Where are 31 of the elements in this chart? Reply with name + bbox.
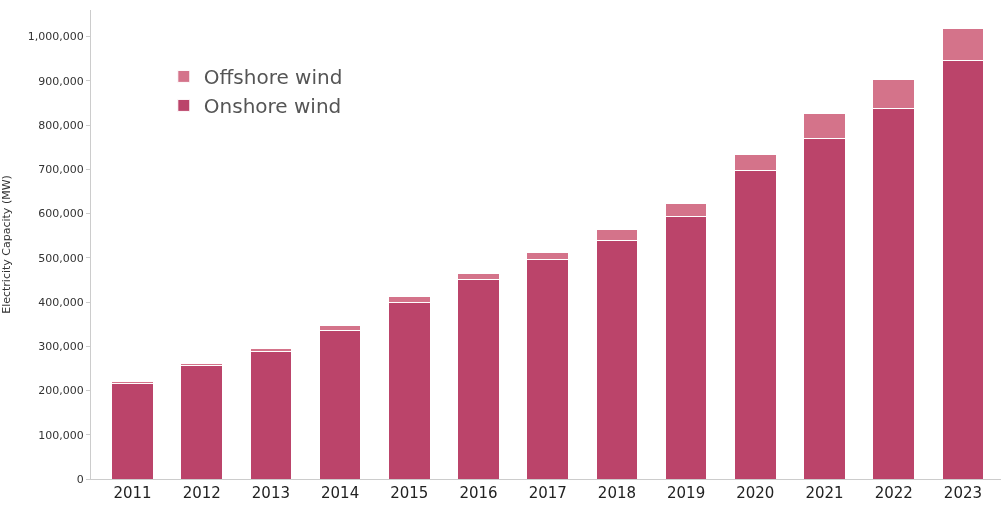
- x-tick-label: 2015: [390, 484, 429, 502]
- legend-label: Offshore wind: [203, 65, 343, 90]
- x-tick-label: 2021: [805, 484, 844, 502]
- x-tick-label: 2014: [321, 484, 360, 502]
- x-tick-label: 2013: [251, 484, 291, 502]
- y-tick-label: 300,000: [38, 340, 84, 354]
- y-tick-label: 400,000: [38, 295, 84, 309]
- x-tick-label: 2022: [874, 484, 913, 502]
- x-tick-label: 2020: [736, 484, 775, 502]
- bar: [318, 329, 362, 479]
- y-tick-label: 600,000: [38, 207, 84, 221]
- bar: [180, 364, 223, 479]
- y-tick-label: 1,000,000: [27, 30, 84, 44]
- y-tick-label: 100,000: [38, 428, 84, 442]
- bar: [111, 383, 154, 479]
- x-tick-label: 2018: [597, 484, 637, 502]
- x-tick-label: 2023: [943, 484, 983, 502]
- bar: [249, 351, 293, 479]
- y-tick-label: 500,000: [38, 251, 84, 265]
- x-tick-label: 2012: [182, 484, 221, 502]
- legend-label: Onshore wind: [203, 94, 342, 119]
- y-tick-label: 200,000: [38, 384, 84, 398]
- y-tick-label: 700,000: [38, 163, 84, 177]
- x-tick-label: 2016: [459, 484, 498, 502]
- y-tick-label: 0: [76, 472, 84, 486]
- y-tick-label: 800,000: [38, 118, 84, 132]
- y-tick-label: 900,000: [38, 74, 84, 88]
- y-axis-title: Electricity Capacity (MW): [0, 175, 13, 314]
- x-tick-label: 2019: [667, 484, 706, 502]
- x-tick-label: 2011: [113, 484, 152, 502]
- x-tick-label: 2017: [528, 484, 567, 502]
